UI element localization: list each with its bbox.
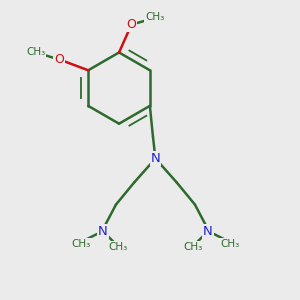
Text: N: N [203, 225, 213, 238]
Text: CH₃: CH₃ [145, 12, 164, 22]
Text: O: O [54, 53, 64, 66]
Text: CH₃: CH₃ [109, 242, 128, 252]
Text: CH₃: CH₃ [220, 238, 239, 248]
Text: CH₃: CH₃ [183, 242, 202, 252]
Text: CH₃: CH₃ [26, 47, 45, 57]
Text: N: N [151, 152, 160, 165]
Text: N: N [98, 225, 108, 238]
Text: CH₃: CH₃ [71, 238, 91, 248]
Text: O: O [127, 18, 136, 31]
